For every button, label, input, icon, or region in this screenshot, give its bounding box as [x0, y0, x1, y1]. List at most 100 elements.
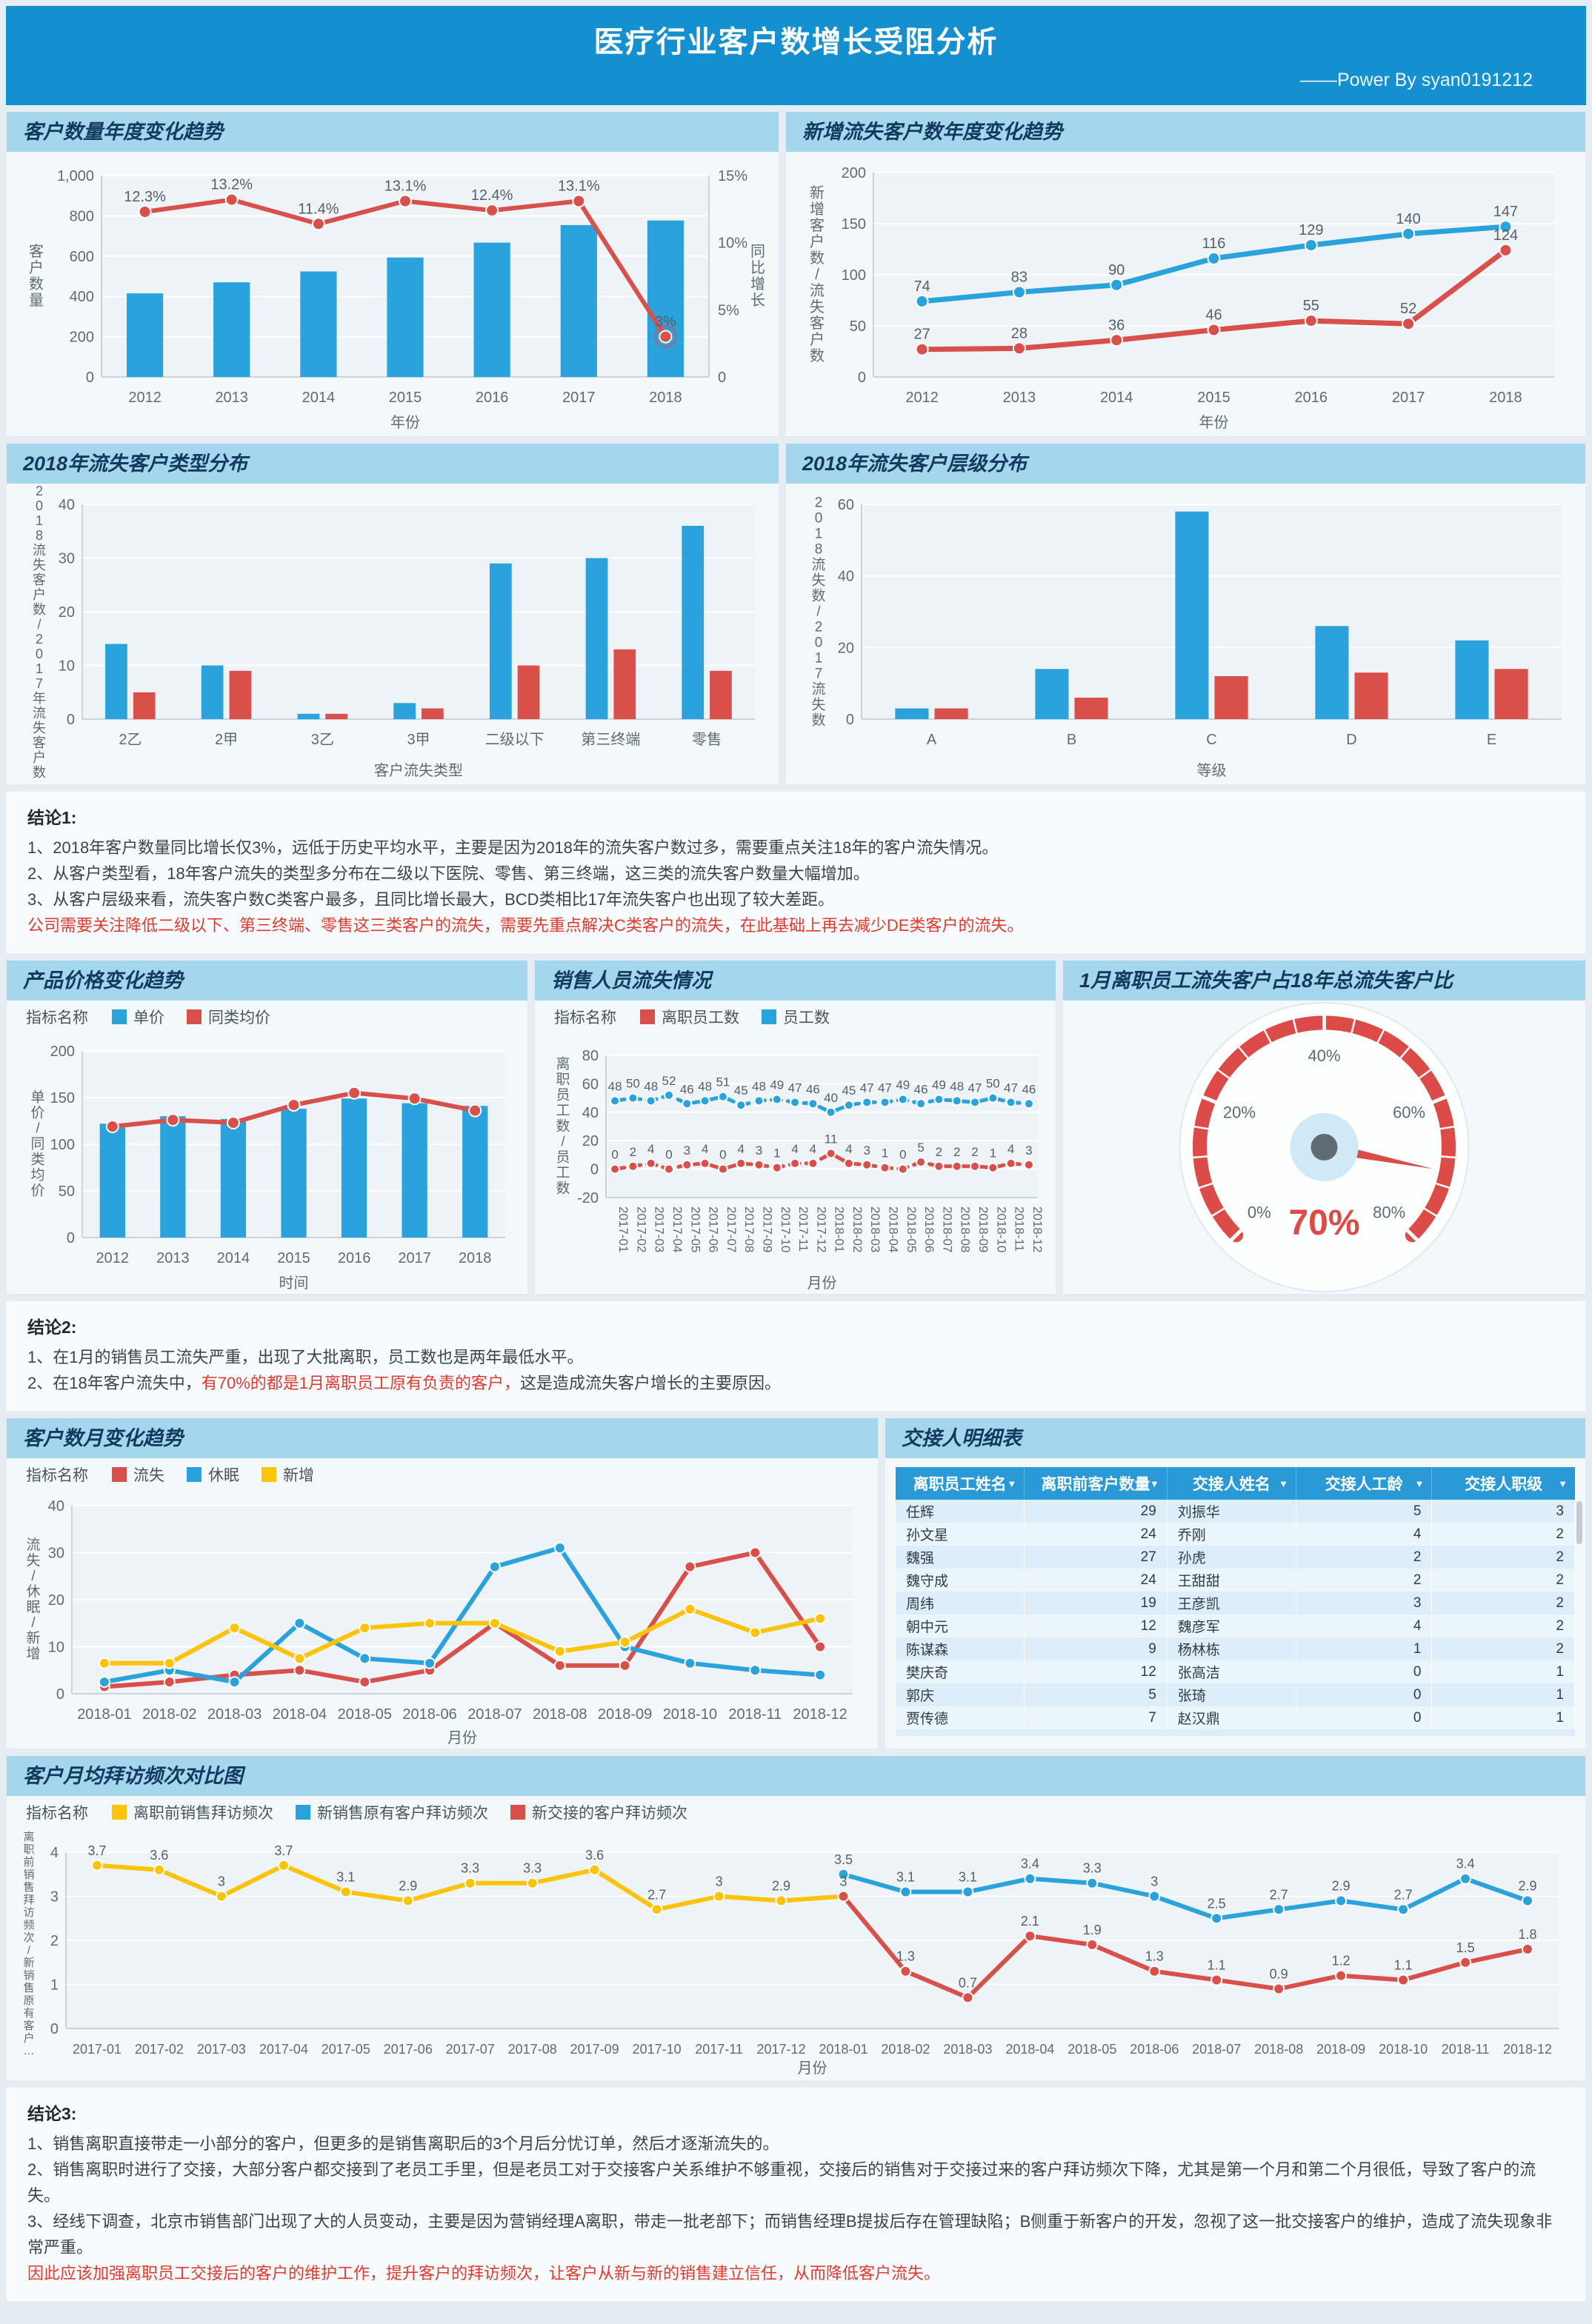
column-header-1[interactable]: 离职前客户数量 ▼	[1025, 1467, 1168, 1500]
table-header-row: 离职员工姓名 ▼ 离职前客户数量 ▼ 交接人姓名 ▼ 交接人工龄 ▼ 交接人职级 ▼	[896, 1467, 1575, 1500]
legend-item-label: 休眠	[208, 1467, 239, 1484]
svg-text:2.9: 2.9	[1332, 1879, 1350, 1894]
table-cell: 周纬	[896, 1592, 1025, 1615]
legend-item-1[interactable]: 员工数	[762, 1006, 830, 1028]
svg-text:2.5: 2.5	[1208, 1896, 1226, 1911]
conclusion-lines: 1、2018年客户数量同比增长仅3%，远低于历史平均水平，主要是因为2018年的…	[27, 835, 1565, 938]
svg-text:1.3: 1.3	[1145, 1949, 1164, 1964]
table-cell: 郭庆	[896, 1683, 1025, 1706]
conclusion-line: 2、在18年客户流失中，有70%的都是1月离职员工原有负责的客户，这是造成流失客…	[27, 1370, 1565, 1396]
legend-item-label: 流失	[133, 1467, 164, 1484]
legend-item-1[interactable]: 新销售原有客户拜访频次	[296, 1801, 488, 1823]
svg-text:2: 2	[971, 1145, 978, 1159]
svg-text:0: 0	[67, 712, 75, 728]
legend-item-label: 离职前销售拜访频次	[133, 1805, 273, 1822]
legend-item-2[interactable]: 新交接的客户拜访频次	[510, 1801, 687, 1823]
table-cell: 魏彦军	[1168, 1615, 1296, 1637]
svg-text:30: 30	[59, 551, 75, 567]
sort-dropdown-icon[interactable]: ▼	[1007, 1477, 1017, 1489]
svg-text:离职前销售拜访频次/新销售原有客户…: 离职前销售拜访频次/新销售原有客户…	[23, 1831, 34, 2057]
svg-text:3: 3	[756, 1143, 762, 1158]
svg-text:83: 83	[1011, 270, 1028, 286]
table-row: 魏守成 24 王甜甜 2 2	[896, 1569, 1575, 1592]
column-header-label: 离职员工姓名	[913, 1476, 1007, 1493]
table-cell: 赵汉鼎	[1168, 1706, 1296, 1729]
svg-text:2017-02: 2017-02	[135, 2042, 184, 2057]
svg-text:3乙: 3乙	[311, 732, 334, 748]
column-header-4[interactable]: 交接人职级 ▼	[1432, 1467, 1575, 1500]
conclusion-line: 1、2018年客户数量同比增长仅3%，远低于历史平均水平，主要是因为2018年的…	[27, 835, 1565, 861]
sales-staff-attrition-chart: -20 0 20 40 60 80 2017-01 2017-02 2017-03 2017-04…	[535, 1033, 1056, 1294]
svg-text:47: 47	[860, 1081, 874, 1095]
sort-dropdown-icon[interactable]: ▼	[1149, 1477, 1159, 1489]
column-header-3[interactable]: 交接人工龄 ▼	[1296, 1467, 1433, 1500]
svg-text:2017-05: 2017-05	[322, 2042, 370, 2057]
svg-text:46: 46	[1205, 307, 1222, 324]
svg-text:2018-02: 2018-02	[850, 1206, 865, 1252]
panel-title: 产品价格变化趋势	[7, 961, 527, 1001]
dashboard-header: 医疗行业客户数增长受阻分析 ——Power By syan0191212	[6, 6, 1586, 105]
table-scrollbar[interactable]	[1576, 1501, 1582, 1723]
svg-text:48: 48	[608, 1079, 622, 1093]
panel-title: 客户数量年度变化趋势	[7, 112, 779, 152]
table-row: 周纬 19 王彦凯 3 2	[896, 1592, 1575, 1615]
svg-text:1.2: 1.2	[1332, 1954, 1350, 1969]
sort-dropdown-icon[interactable]: ▼	[1558, 1477, 1568, 1489]
svg-text:3.6: 3.6	[585, 1848, 604, 1863]
table-cell: 2	[1432, 1523, 1575, 1546]
svg-text:3.1: 3.1	[896, 1870, 915, 1885]
svg-text:2017-04: 2017-04	[670, 1206, 685, 1252]
table-partial-row	[896, 1729, 1575, 1736]
customer-monthly-trend-chart: 0 10 20 30 40 2018-01 2018-02 2018-03 2018-04 201…	[7, 1491, 878, 1749]
lost-type-distribution-chart: 0 10 20 30 40 2乙 2甲 3乙 3甲 二级以下 第三终端 零售 客户流失类型 2 0 1 8 流失客…	[7, 484, 779, 784]
svg-text:4: 4	[50, 1845, 59, 1861]
conclusion-heading: 结论3:	[27, 2104, 77, 2123]
conclusion-text: 这是造成流失客户增长的主要原因。	[520, 1374, 782, 1392]
panel-title: 销售人员流失情况	[535, 961, 1056, 1001]
legend-item-1[interactable]: 同类均价	[187, 1006, 270, 1028]
scrollbar-thumb[interactable]	[1576, 1501, 1582, 1544]
panel-lost-type-distribution: 2018年流失客户类型分布 0 10 20 30 40 2乙 2甲 3乙 3甲 二级以下 第三终端 零…	[6, 443, 779, 785]
powered-by-label: ——Power By syan0191212	[1299, 70, 1533, 90]
svg-text:2乙: 2乙	[119, 732, 141, 748]
legend-item-2[interactable]: 新增	[262, 1463, 314, 1486]
table-cell: 魏强	[896, 1546, 1025, 1569]
svg-text:80%: 80%	[1373, 1203, 1405, 1222]
column-header-0[interactable]: 离职员工姓名 ▼	[896, 1467, 1025, 1500]
conclusion-text: 2、从客户类型看，18年客户流失的类型多分布在二级以下医院、零售、第三终端，这三…	[27, 864, 870, 883]
svg-text:2017-07: 2017-07	[446, 2042, 495, 2057]
legend-item-1[interactable]: 休眠	[187, 1463, 239, 1486]
panel-title: 2018年流失客户层级分布	[786, 444, 1585, 484]
table-cell: 7	[1025, 1706, 1168, 1729]
table-cell: 张高洁	[1168, 1660, 1296, 1683]
sort-dropdown-icon[interactable]: ▼	[1414, 1477, 1425, 1489]
legend-item-0[interactable]: 单价	[112, 1006, 164, 1028]
visit-frequency-comparison-chart: 0 1 2 3 4 2017-01 2017-02 2017-03 2017-04 2017-05…	[7, 1829, 1585, 2080]
svg-text:3: 3	[1025, 1143, 1032, 1158]
table-cell: 2	[1296, 1569, 1433, 1592]
svg-text:36: 36	[1108, 317, 1125, 333]
column-header-2[interactable]: 交接人姓名 ▼	[1168, 1467, 1296, 1500]
svg-text:客户数量: 客户数量	[29, 243, 44, 309]
svg-text:2018-11: 2018-11	[1442, 2042, 1490, 2057]
sort-dropdown-icon[interactable]: ▼	[1279, 1477, 1288, 1489]
legend-item-0[interactable]: 离职员工数	[640, 1006, 739, 1028]
svg-text:45: 45	[842, 1083, 856, 1098]
svg-text:48: 48	[698, 1079, 712, 1093]
svg-text:D: D	[1346, 732, 1356, 748]
svg-text:1.5: 1.5	[1456, 1940, 1475, 1955]
table-cell: 9	[1025, 1637, 1168, 1660]
legend-item-label: 新销售原有客户拜访频次	[317, 1805, 488, 1822]
legend-item-0[interactable]: 离职前销售拜访频次	[112, 1801, 273, 1823]
svg-text:2018-01: 2018-01	[819, 2042, 867, 2057]
legend-item-0[interactable]: 流失	[112, 1463, 164, 1486]
svg-text:2018-04: 2018-04	[887, 1206, 901, 1252]
svg-text:零售: 零售	[692, 731, 722, 748]
svg-text:52: 52	[662, 1074, 676, 1088]
handover-table: 离职员工姓名 ▼ 离职前客户数量 ▼ 交接人姓名 ▼ 交接人工龄 ▼ 交接人职级 ▼ 任辉 29 刘振华…	[896, 1467, 1582, 1736]
svg-text:2018-10: 2018-10	[1379, 2042, 1428, 2057]
svg-text:月份: 月份	[798, 2060, 827, 2077]
svg-text:74: 74	[913, 278, 930, 295]
svg-text:12.3%: 12.3%	[124, 189, 166, 205]
